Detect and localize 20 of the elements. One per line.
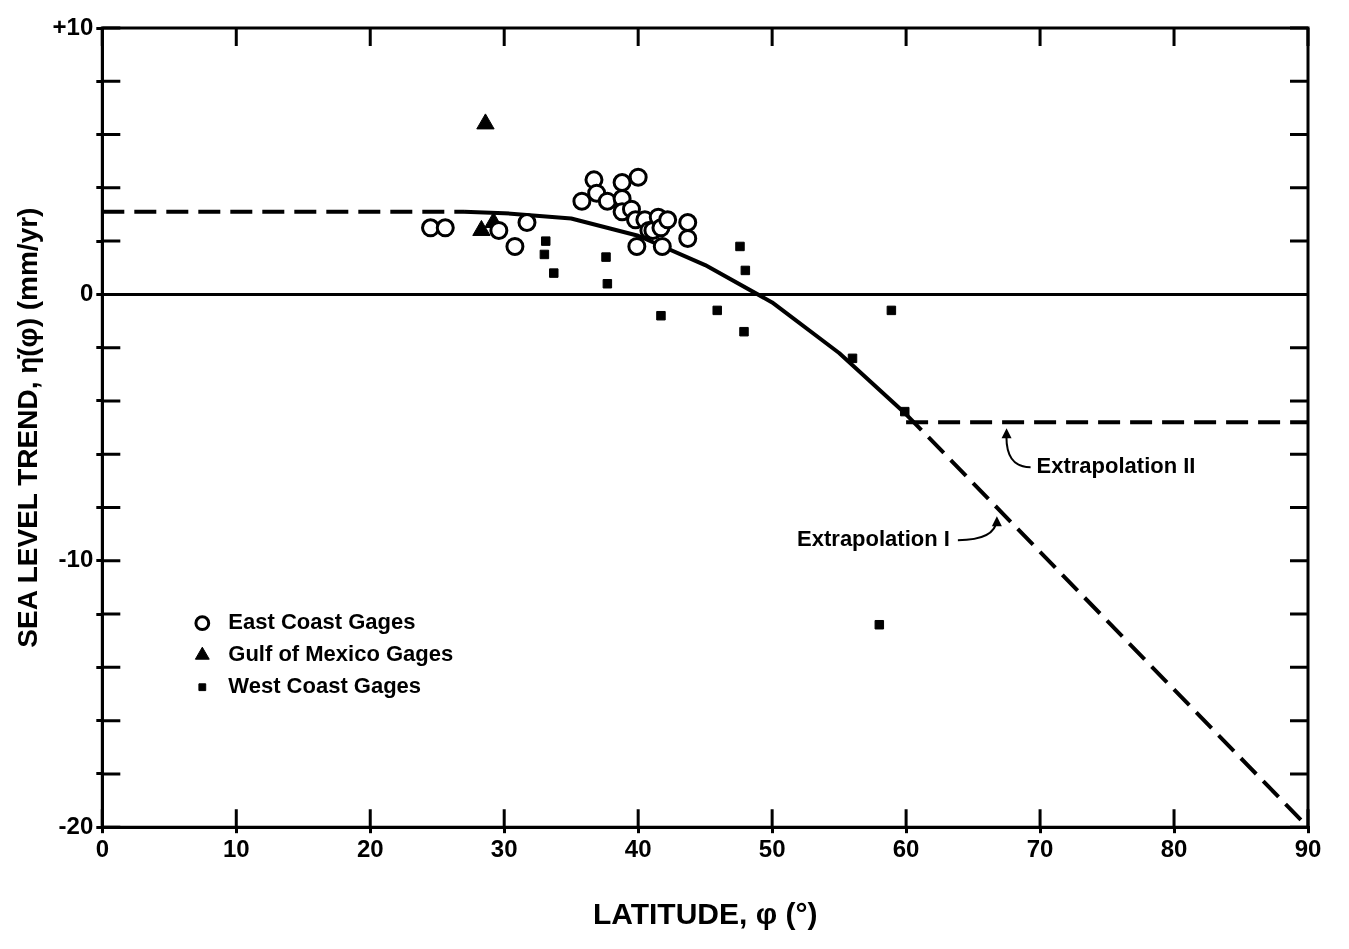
legend-label: West Coast Gages [228, 673, 422, 699]
x-tick-label: 90 [1294, 835, 1322, 863]
x-tick-label: 60 [892, 835, 920, 863]
annotation: Extrapolation II [1036, 453, 1196, 479]
x-tick-label: 70 [1026, 835, 1054, 863]
annotation: Extrapolation I [797, 526, 950, 552]
x-tick-label: 40 [624, 835, 652, 863]
x-tick-label: 30 [490, 835, 518, 863]
x-tick-label: 50 [758, 835, 786, 863]
y-tick-label: +10 [52, 12, 94, 40]
x-tick-label: 20 [356, 835, 384, 863]
y-axis-title: SEA LEVEL TREND, η̇(φ) (mm/yr) [11, 207, 43, 648]
x-tick-label: 10 [222, 835, 250, 863]
x-tick-label: 80 [1160, 835, 1188, 863]
x-axis-title: LATITUDE, φ (°) [592, 897, 818, 931]
legend-label: Gulf of Mexico Gages [228, 641, 454, 667]
y-tick-label: -10 [58, 545, 94, 573]
legend-label: East Coast Gages [228, 609, 416, 635]
y-tick-label: 0 [79, 279, 94, 307]
y-tick-label: -20 [58, 811, 94, 839]
